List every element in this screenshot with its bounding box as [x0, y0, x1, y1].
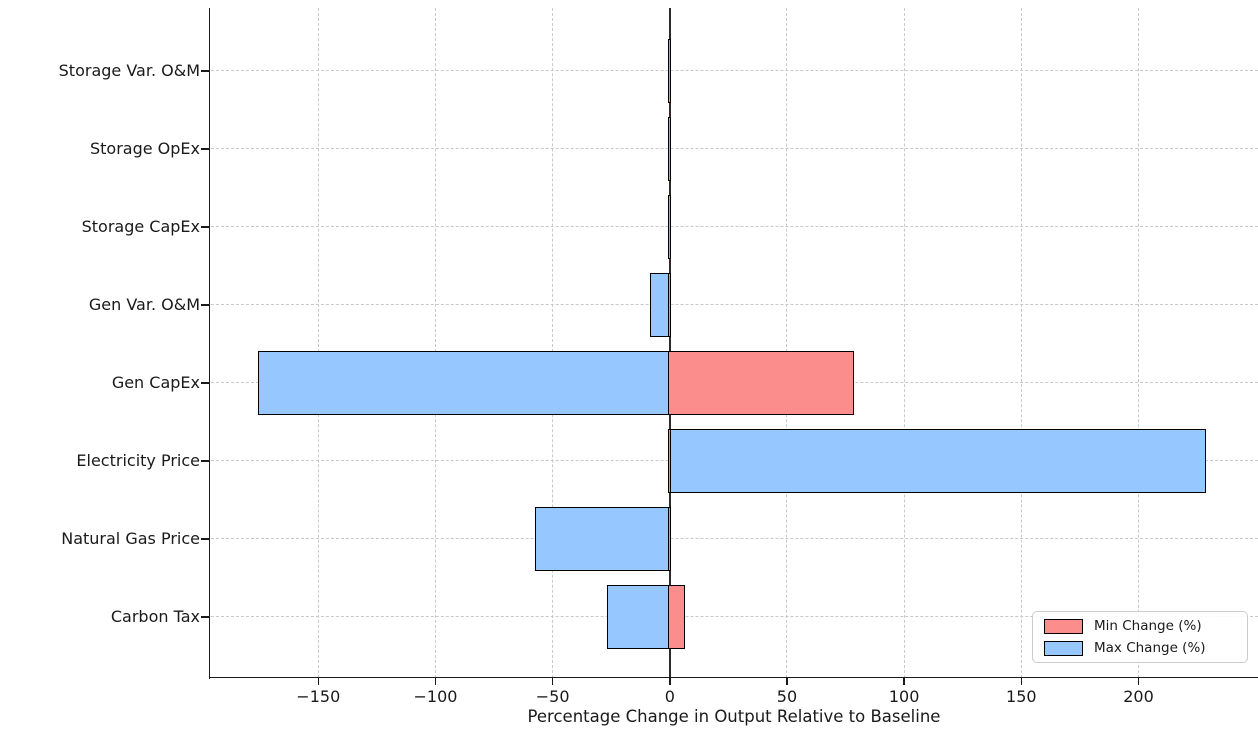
legend-entry-max-change: Max Change (%) — [1044, 640, 1237, 656]
y-axis-label: Natural Gas Price — [61, 529, 200, 548]
bar-max-change — [607, 585, 672, 649]
y-tick-mark — [201, 148, 209, 150]
x-tick-label: 150 — [1006, 686, 1037, 706]
bar-max-change — [258, 351, 672, 415]
x-axis-spine — [208, 676, 1258, 679]
zero-baseline — [669, 8, 671, 678]
bar-min-change — [668, 507, 672, 571]
bar-min-change — [668, 429, 672, 493]
legend-label-max-change: Max Change (%) — [1094, 640, 1206, 656]
x-tick-mark — [903, 678, 905, 686]
min-change-swatch-icon — [1044, 618, 1083, 634]
x-tick-label: −50 — [535, 686, 570, 706]
bar-min-change — [668, 117, 672, 181]
gridline-horizontal — [210, 226, 1258, 228]
gridline-vertical — [552, 8, 554, 678]
gridline-horizontal — [210, 616, 1258, 618]
gridline-horizontal — [210, 70, 1258, 72]
gridline-vertical — [434, 8, 436, 678]
x-tick-mark — [1020, 678, 1023, 686]
bar-min-change — [668, 273, 672, 337]
gridline-vertical — [903, 8, 905, 678]
x-tick-mark — [786, 678, 788, 686]
legend-label-min-change: Min Change (%) — [1094, 618, 1202, 634]
bar-min-change — [668, 195, 672, 259]
gridline-horizontal — [210, 304, 1258, 306]
y-axis-label: Carbon Tax — [110, 607, 200, 626]
x-tick-mark — [669, 678, 671, 686]
x-tick-label: 0 — [664, 686, 675, 706]
gridline-horizontal — [210, 148, 1258, 150]
y-axis-label: Storage OpEx — [89, 139, 200, 158]
gridline-vertical — [1020, 8, 1022, 678]
y-tick-mark — [201, 226, 209, 228]
gridline-horizontal — [210, 538, 1258, 540]
x-tick-label: 100 — [888, 686, 920, 706]
legend-entry-min-change: Min Change (%) — [1044, 618, 1237, 634]
bar-max-change — [668, 429, 1206, 493]
y-axis-label: Gen Var. O&M — [88, 295, 200, 314]
bar-min-change — [668, 351, 855, 415]
y-tick-mark — [201, 460, 209, 462]
bar-max-change — [534, 507, 672, 571]
y-tick-mark — [201, 304, 209, 306]
y-tick-mark — [201, 382, 209, 384]
x-tick-label: 50 — [776, 686, 798, 706]
x-tick-label: 200 — [1123, 686, 1154, 706]
x-tick-mark — [1137, 678, 1140, 686]
bar-min-change — [668, 585, 686, 649]
y-tick-mark — [201, 538, 209, 540]
y-axis-label: Storage CapEx — [81, 217, 200, 236]
y-axis-spine — [208, 8, 211, 679]
x-tick-label: −100 — [413, 686, 458, 706]
y-tick-mark — [201, 70, 209, 72]
gridline-vertical — [786, 8, 788, 678]
x-tick-label: −150 — [296, 686, 341, 706]
x-tick-mark — [317, 678, 320, 686]
gridline-vertical — [317, 8, 319, 678]
x-tick-mark — [551, 678, 554, 686]
y-axis-label: Gen CapEx — [111, 373, 200, 392]
y-tick-mark — [201, 616, 209, 618]
legend: Min Change (%) Max Change (%) — [1032, 611, 1248, 663]
max-change-swatch-icon — [1044, 640, 1083, 656]
y-axis-label: Storage Var. O&M — [58, 61, 200, 80]
gridline-vertical — [1137, 8, 1139, 678]
x-axis-title: Percentage Change in Output Relative to … — [527, 707, 941, 726]
bar-min-change — [668, 39, 672, 103]
y-axis-label: Electricity Price — [76, 451, 200, 470]
x-tick-mark — [434, 678, 437, 686]
